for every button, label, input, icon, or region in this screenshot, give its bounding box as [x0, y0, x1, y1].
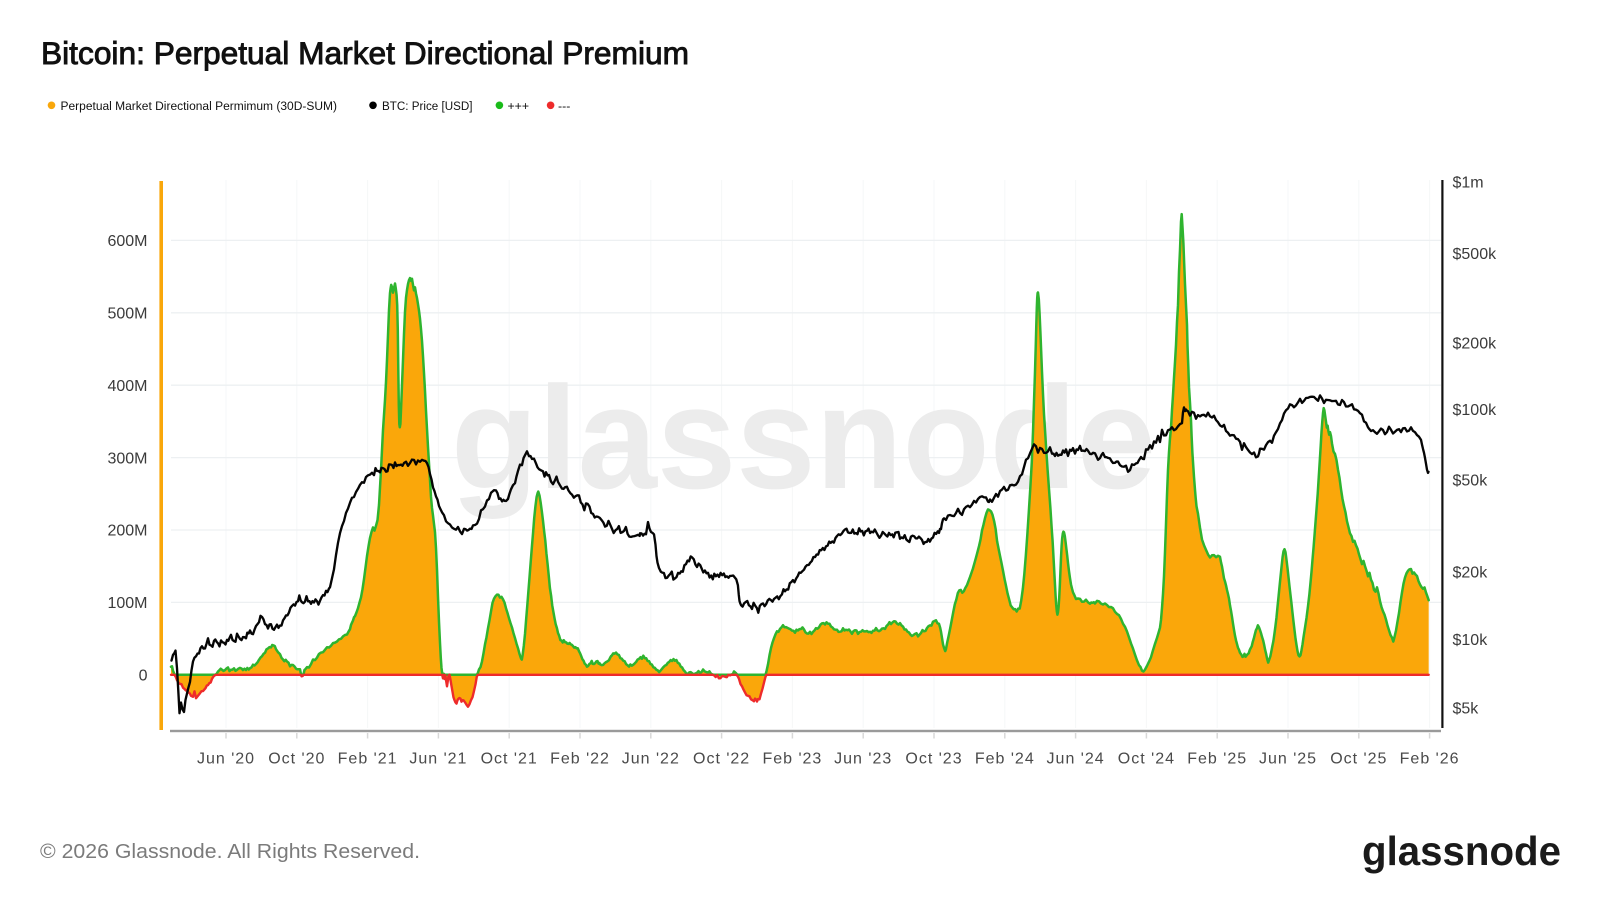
- svg-text:Jun '23: Jun '23: [834, 751, 892, 768]
- svg-text:Jun '22: Jun '22: [622, 751, 680, 768]
- svg-text:© 2026 Glassnode. All Rights R: © 2026 Glassnode. All Rights Reserved.: [40, 840, 420, 863]
- svg-text:Jun '25: Jun '25: [1259, 751, 1317, 768]
- svg-text:Jun '24: Jun '24: [1047, 751, 1105, 768]
- svg-text:Feb '23: Feb '23: [762, 751, 822, 768]
- svg-text:Jun '21: Jun '21: [409, 751, 467, 768]
- svg-text:$5k: $5k: [1453, 701, 1480, 718]
- svg-text:Feb '26: Feb '26: [1400, 751, 1460, 768]
- svg-text:Feb '22: Feb '22: [550, 751, 610, 768]
- svg-text:0: 0: [139, 668, 148, 685]
- svg-text:$500k: $500k: [1453, 246, 1498, 263]
- svg-text:Oct '24: Oct '24: [1118, 751, 1175, 768]
- svg-text:Feb '24: Feb '24: [975, 751, 1035, 768]
- svg-text:400M: 400M: [107, 378, 147, 395]
- svg-text:Oct '25: Oct '25: [1330, 751, 1387, 768]
- svg-text:Feb '25: Feb '25: [1187, 751, 1247, 768]
- svg-text:500M: 500M: [107, 306, 147, 323]
- svg-text:Oct '22: Oct '22: [693, 751, 750, 768]
- svg-text:$20k: $20k: [1453, 565, 1489, 582]
- svg-text:$50k: $50k: [1453, 473, 1489, 490]
- svg-text:Oct '21: Oct '21: [481, 751, 538, 768]
- svg-text:600M: 600M: [107, 233, 147, 250]
- svg-text:$10k: $10k: [1453, 632, 1489, 649]
- svg-text:Bitcoin: Perpetual Market Dire: Bitcoin: Perpetual Market Directional Pr…: [41, 35, 689, 71]
- svg-text:100M: 100M: [107, 595, 147, 612]
- svg-text:200M: 200M: [107, 523, 147, 540]
- svg-text:Oct '20: Oct '20: [268, 751, 325, 768]
- svg-text:$200k: $200k: [1453, 336, 1498, 353]
- svg-text:Oct '23: Oct '23: [905, 751, 962, 768]
- svg-text:glassnode: glassnode: [1362, 828, 1561, 874]
- svg-text:300M: 300M: [107, 450, 147, 467]
- svg-text:$100k: $100k: [1453, 402, 1498, 419]
- svg-text:Perpetual Market Directional P: Perpetual Market Directional Permimum (3…: [61, 99, 338, 113]
- svg-text:---: ---: [558, 99, 570, 113]
- svg-text:$1m: $1m: [1453, 175, 1484, 192]
- svg-text:Jun '20: Jun '20: [197, 751, 255, 768]
- svg-text:Feb '21: Feb '21: [338, 751, 398, 768]
- svg-text:+++: +++: [508, 99, 530, 113]
- svg-text:BTC: Price [USD]: BTC: Price [USD]: [382, 99, 473, 113]
